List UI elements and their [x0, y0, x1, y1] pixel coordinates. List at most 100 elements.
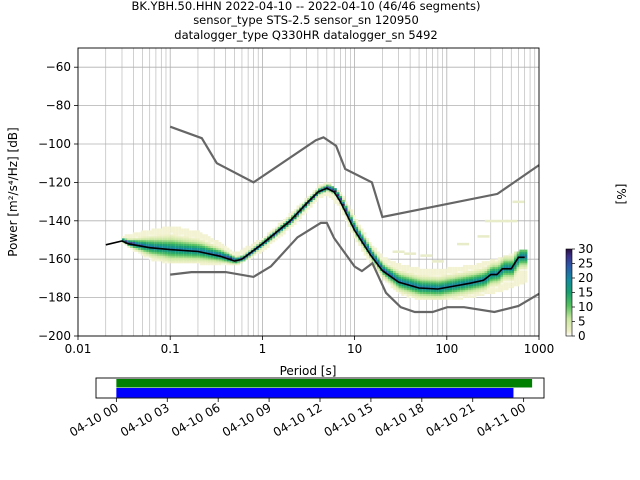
density-cell — [173, 253, 176, 256]
density-cell — [226, 263, 230, 266]
x-tick-label: 100 — [435, 342, 458, 356]
density-cell — [428, 274, 431, 277]
density-cell — [409, 278, 412, 281]
density-cell — [398, 274, 402, 277]
density-cell — [465, 264, 469, 268]
density-cell — [272, 238, 276, 241]
density-cell — [304, 207, 308, 210]
density-cell — [146, 247, 149, 250]
density-cell — [449, 272, 453, 275]
density-cell — [422, 289, 426, 293]
density-cell — [393, 274, 396, 277]
density-cell — [350, 213, 353, 216]
density-cell — [358, 234, 361, 237]
density-cell — [355, 224, 359, 227]
density-cell — [350, 216, 353, 220]
density-cell — [385, 274, 388, 277]
density-cell — [342, 195, 345, 199]
density-cell — [202, 263, 206, 266]
density-cell — [339, 199, 343, 202]
y-tick-label: −120 — [38, 175, 71, 189]
density-cell — [154, 241, 157, 245]
density-cell — [377, 270, 380, 273]
density-cell — [202, 247, 206, 250]
density-cell — [146, 236, 149, 239]
density-cell — [441, 276, 445, 279]
density-cell — [425, 295, 429, 298]
density-cell — [444, 274, 447, 277]
density-cell — [167, 245, 171, 248]
density-cell — [430, 284, 434, 287]
density-cell — [215, 257, 219, 260]
density-cell — [457, 270, 461, 273]
density-cell — [224, 251, 227, 254]
density-cell — [352, 230, 356, 233]
density-cell — [460, 278, 463, 281]
density-cell — [387, 264, 391, 268]
density-cell — [342, 203, 345, 206]
x-tick-label: 1000 — [524, 342, 555, 356]
density-cell — [395, 272, 399, 275]
density-cell — [495, 268, 498, 272]
density-cell — [317, 192, 321, 195]
density-cell — [272, 228, 276, 231]
density-cell — [269, 238, 273, 241]
density-cell — [489, 280, 493, 283]
density-cell — [462, 295, 466, 298]
density-cell — [181, 230, 184, 233]
density-cell — [395, 278, 399, 281]
density-cell — [390, 268, 394, 272]
density-cell — [135, 247, 139, 250]
density-cell — [269, 232, 273, 235]
density-cell — [226, 249, 230, 252]
density-cell — [124, 238, 128, 241]
density-cell — [522, 264, 525, 268]
density-cell — [242, 259, 246, 262]
density-cell — [240, 255, 243, 258]
density-cell — [401, 276, 404, 279]
density-cell — [513, 264, 517, 268]
density-cell — [473, 266, 477, 270]
density-cell — [232, 257, 235, 260]
density-cell — [487, 280, 490, 283]
density-cell — [398, 272, 402, 275]
density-cell — [481, 278, 485, 281]
density-cell — [522, 276, 525, 279]
figure-title: BK.YBH.50.HHN 2022-04-10 -- 2022-04-10 (… — [131, 0, 480, 42]
density-cell — [130, 234, 133, 237]
density-cell — [317, 193, 321, 197]
density-cell — [414, 295, 418, 298]
density-cell — [275, 238, 278, 241]
density-cell — [186, 247, 190, 250]
density-cell — [473, 286, 477, 289]
density-cell — [457, 291, 461, 295]
density-cell — [140, 253, 144, 256]
density-cell — [328, 186, 332, 189]
density-cell — [492, 284, 496, 287]
density-cell — [140, 234, 144, 237]
density-cell — [524, 268, 528, 272]
timeline-tick-label: 04-10 09 — [220, 400, 274, 439]
density-cell — [390, 266, 394, 270]
density-cell — [167, 228, 171, 231]
density-cell — [248, 257, 251, 260]
density-cell — [457, 272, 461, 275]
density-cell — [207, 241, 211, 245]
density-cell — [186, 245, 190, 248]
density-cell — [183, 243, 187, 247]
density-cell — [430, 276, 434, 279]
density-cell — [293, 216, 297, 220]
density-cell — [457, 274, 461, 277]
density-cell — [146, 241, 149, 245]
density-cell — [240, 261, 243, 264]
density-cell — [213, 240, 216, 243]
density-cell — [473, 284, 477, 287]
density-cell — [124, 236, 128, 239]
density-cell — [194, 255, 198, 258]
density-cell — [414, 282, 418, 285]
density-cell — [199, 236, 203, 239]
density-cell — [317, 186, 321, 189]
density-cell — [374, 253, 378, 256]
density-cell — [460, 282, 463, 285]
density-cell — [385, 278, 388, 281]
